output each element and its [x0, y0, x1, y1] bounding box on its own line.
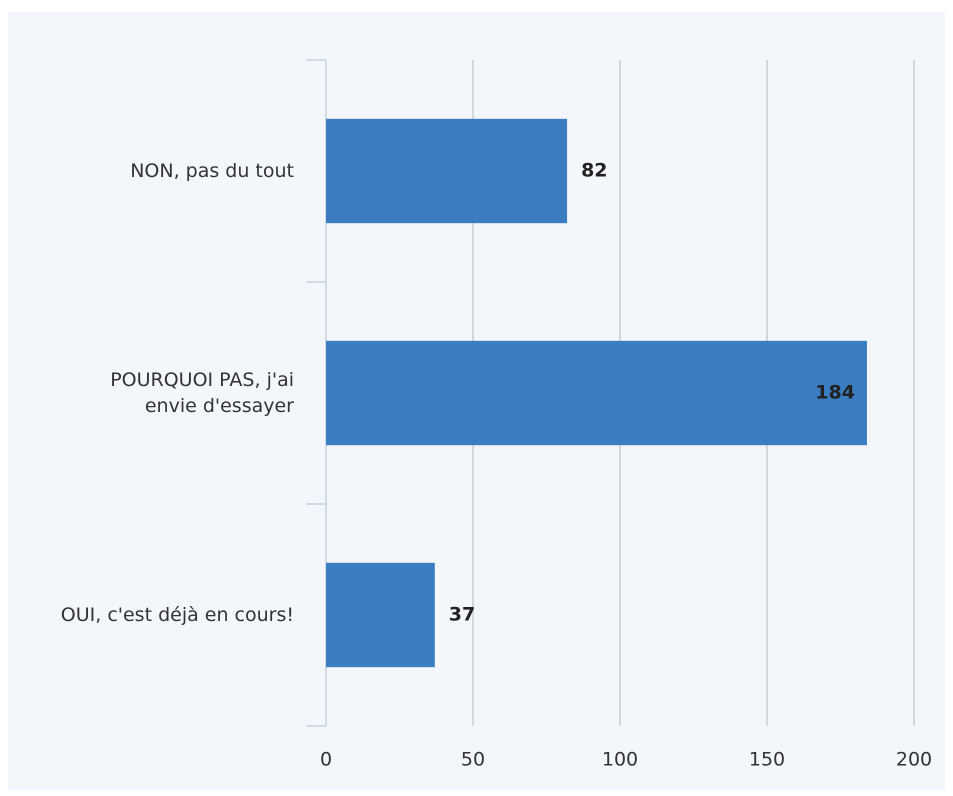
- bar: [326, 340, 867, 446]
- x-tick-label: 0: [320, 749, 332, 771]
- bar: [326, 118, 568, 224]
- value-label: 184: [815, 382, 855, 404]
- category-label: OUI, c'est déjà en cours!: [60, 604, 294, 626]
- category-label: NON, pas du tout: [130, 160, 294, 182]
- x-tick-label: 200: [896, 749, 932, 771]
- value-label: 82: [581, 160, 607, 182]
- x-tick-label: 100: [602, 749, 638, 771]
- value-label: 37: [449, 604, 475, 626]
- x-tick-label: 150: [749, 749, 785, 771]
- category-label: POURQUOI PAS, j'ai envie d'essayer: [110, 369, 294, 417]
- x-tick-label: 50: [461, 749, 485, 771]
- bar: [326, 562, 435, 668]
